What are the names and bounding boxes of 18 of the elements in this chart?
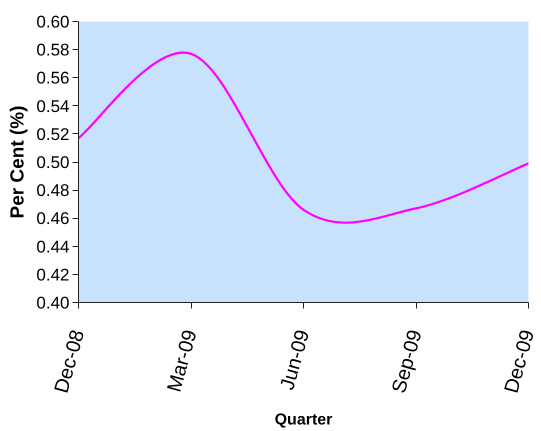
y-tick-label: 0.46 (36, 209, 70, 228)
x-tick-label: Jun-09 (276, 328, 314, 392)
y-tick-label: 0.50 (36, 153, 70, 172)
y-tick-label: 0.54 (36, 96, 70, 116)
y-tick-label: 0.56 (36, 68, 70, 88)
y-tick-label: 0.42 (36, 265, 70, 284)
x-axis-title: Quarter (274, 412, 332, 429)
x-tick-label: Sep-09 (388, 328, 427, 396)
y-tick-label: 0.48 (36, 181, 70, 200)
y-tick-label: 0.52 (36, 124, 70, 144)
x-tick-label: Dec-08 (50, 328, 90, 396)
x-tick-label: Dec-09 (500, 328, 540, 396)
y-tick-label: 0.40 (36, 294, 70, 312)
y-axis-title: Per Cent (%) (7, 106, 28, 218)
y-tick-label: 0.58 (36, 40, 70, 60)
y-tick-label: 0.44 (36, 237, 70, 256)
y-tick-label: 0.60 (36, 12, 70, 32)
x-tick-label: Mar-09 (163, 328, 202, 394)
